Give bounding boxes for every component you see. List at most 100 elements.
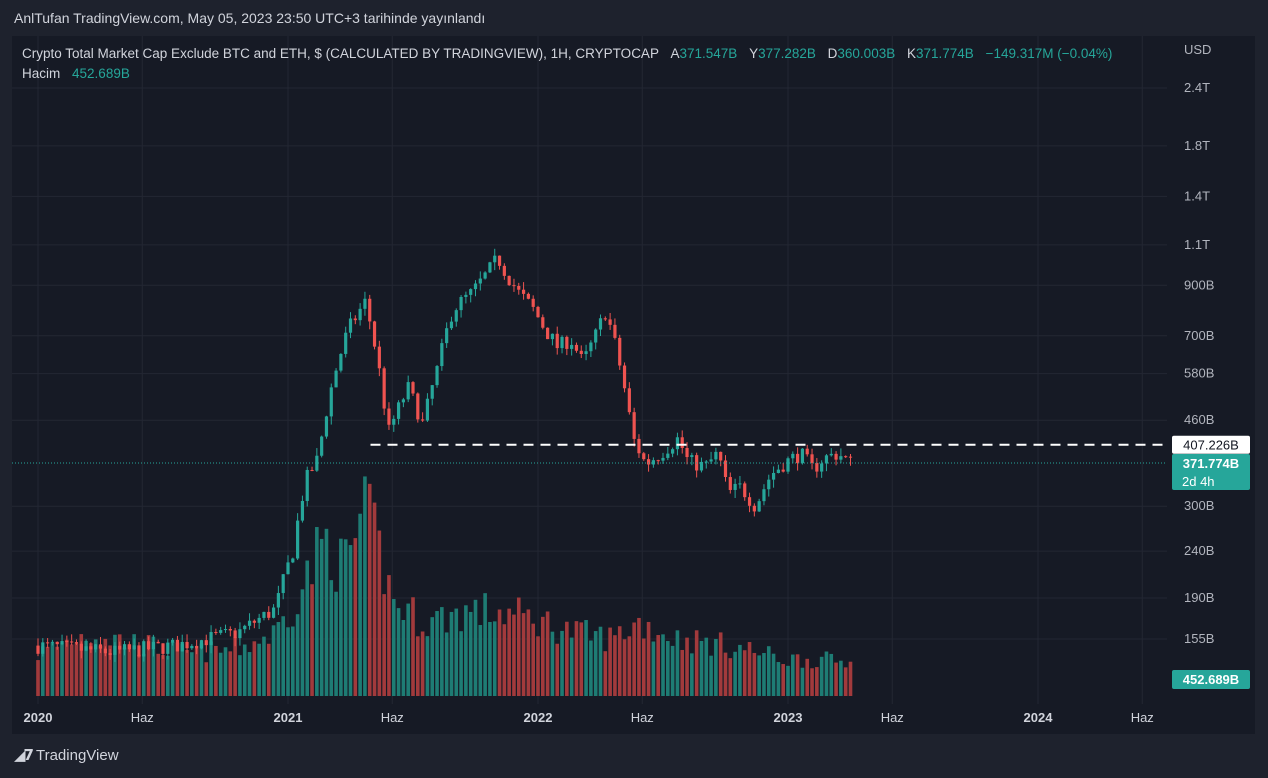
open-value: 371.547B bbox=[679, 46, 738, 61]
volume-bar bbox=[641, 638, 646, 696]
volume-bar bbox=[387, 575, 391, 696]
volume-bar bbox=[175, 642, 180, 696]
volume-bar bbox=[795, 654, 800, 696]
volume-bar bbox=[560, 630, 564, 696]
candle-body bbox=[305, 469, 309, 501]
volume-bar bbox=[74, 643, 79, 696]
candle-body bbox=[271, 607, 276, 618]
candle-body bbox=[146, 641, 151, 650]
candle-body bbox=[719, 451, 723, 461]
candle-body bbox=[324, 416, 329, 437]
candle-body bbox=[752, 505, 756, 512]
volume-bar bbox=[440, 607, 444, 696]
candle-body bbox=[430, 385, 434, 399]
volume-bar bbox=[411, 597, 415, 696]
candle-body bbox=[435, 366, 439, 386]
candle-body bbox=[156, 641, 160, 644]
volume-bar bbox=[334, 591, 338, 696]
volume-bar bbox=[161, 655, 165, 696]
x-tick-label: Haz bbox=[381, 710, 404, 725]
candle-body bbox=[79, 643, 83, 651]
candle-body bbox=[671, 449, 675, 454]
volume-bar bbox=[829, 653, 834, 696]
candle-body bbox=[320, 436, 324, 456]
volume-bar bbox=[199, 643, 204, 696]
candle-body bbox=[233, 630, 237, 639]
volume-bar bbox=[151, 636, 156, 696]
volume-bar bbox=[815, 667, 819, 696]
candle-body bbox=[646, 459, 651, 465]
candle-body bbox=[449, 321, 454, 329]
candle-body bbox=[675, 437, 680, 450]
candle-body bbox=[132, 645, 136, 650]
price-chart[interactable]: 2.4T 1.8T 1.4T 1.1T 900B 700B 580B 460B 300B 240B… bbox=[12, 36, 1255, 734]
candle-body bbox=[344, 332, 348, 354]
candle-body bbox=[60, 641, 64, 645]
candle-body bbox=[786, 458, 790, 472]
volume-bar bbox=[483, 593, 487, 696]
volume-bar bbox=[752, 652, 757, 696]
volume-bar bbox=[146, 635, 151, 696]
y-tick-label: 2.4T bbox=[1184, 80, 1210, 95]
candle-body bbox=[247, 620, 252, 626]
volume-bar bbox=[98, 645, 103, 696]
candle-body bbox=[680, 437, 684, 448]
published-caption: AnlTufan TradingView.com, May 05, 2023 2… bbox=[14, 10, 486, 26]
candle-body bbox=[392, 418, 396, 425]
candle-body bbox=[257, 617, 261, 623]
candle-body bbox=[377, 346, 381, 369]
currency-label[interactable]: USD bbox=[1184, 42, 1212, 57]
chart-panel[interactable]: 2.4T 1.8T 1.4T 1.1T 900B 700B 580B 460B 300B 240B… bbox=[12, 36, 1255, 734]
candle-body bbox=[834, 453, 838, 460]
volume-bar bbox=[810, 668, 814, 696]
y-tick-label: 1.1T bbox=[1184, 237, 1210, 252]
volume-bar bbox=[127, 644, 132, 696]
candle-body bbox=[127, 644, 131, 650]
y-tick-label: 900B bbox=[1184, 277, 1214, 292]
close-label: K bbox=[906, 46, 916, 61]
volume-bar bbox=[685, 637, 689, 696]
candle-body bbox=[50, 641, 55, 643]
candle-body bbox=[219, 630, 223, 633]
volume-bar bbox=[233, 637, 237, 696]
candle-body bbox=[685, 447, 689, 458]
candle-body bbox=[401, 399, 405, 403]
volume-bar bbox=[122, 647, 127, 696]
volume-bar bbox=[502, 624, 507, 696]
candle-body bbox=[440, 343, 444, 367]
volume-bar bbox=[194, 648, 199, 696]
candle-body bbox=[622, 365, 627, 389]
candle-body bbox=[55, 641, 59, 645]
volume-bar bbox=[242, 644, 247, 696]
candle-body bbox=[411, 382, 415, 394]
candle-body bbox=[387, 408, 391, 425]
candle-body bbox=[733, 483, 737, 490]
candle-body bbox=[517, 285, 521, 290]
volume-bar bbox=[478, 625, 483, 696]
volume-tag bbox=[1172, 670, 1250, 689]
volume-bar bbox=[536, 636, 540, 696]
countdown-text: 2d 4h bbox=[1182, 474, 1215, 489]
volume-bar bbox=[65, 639, 69, 696]
brand-name: TradingView bbox=[35, 746, 119, 764]
candle-body bbox=[574, 344, 579, 351]
candle-body bbox=[473, 283, 478, 290]
candle-body bbox=[382, 368, 386, 409]
x-tick-label: 2024 bbox=[1024, 710, 1054, 725]
candle-body bbox=[531, 298, 535, 307]
candle-body bbox=[89, 646, 93, 650]
volume-bar bbox=[670, 645, 675, 696]
volume-bar bbox=[728, 658, 733, 696]
candle-body bbox=[300, 500, 305, 521]
candle-body bbox=[488, 262, 492, 273]
volume-bar bbox=[300, 589, 305, 696]
candle-body bbox=[584, 351, 588, 354]
candle-body bbox=[267, 611, 271, 618]
volume-bar bbox=[694, 630, 699, 696]
volume-bar bbox=[108, 645, 112, 696]
volume-bar bbox=[420, 631, 425, 696]
tradingview-brand[interactable]: ◢7 TradingView bbox=[14, 746, 119, 764]
volume-bar bbox=[637, 617, 641, 696]
open-label: A bbox=[670, 46, 680, 61]
candle-body bbox=[84, 646, 88, 651]
